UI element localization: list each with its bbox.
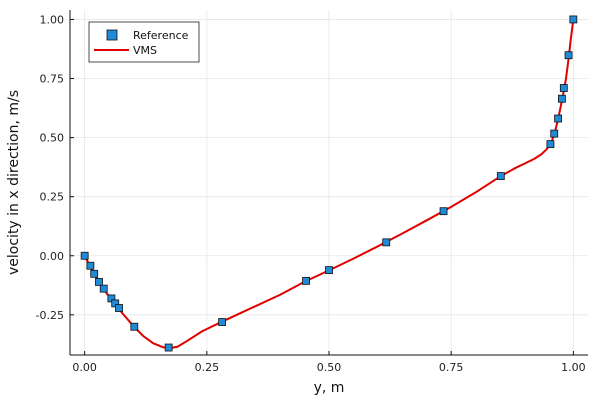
x-axis-title: y, m bbox=[314, 380, 345, 396]
reference-point bbox=[325, 266, 333, 275]
reference-point bbox=[164, 343, 173, 352]
reference-point bbox=[115, 304, 123, 312]
reference-point bbox=[80, 251, 89, 260]
reference-point bbox=[554, 114, 562, 123]
x-tick-label: 0.75 bbox=[439, 361, 464, 374]
reference-point bbox=[90, 269, 99, 278]
y-tick-label: 0.25 bbox=[40, 191, 65, 204]
legend-marker-reference bbox=[106, 29, 118, 41]
y-tick-label: 1.00 bbox=[40, 13, 65, 26]
reference-point bbox=[130, 322, 139, 331]
reference-point bbox=[218, 318, 227, 326]
x-tick-label: 0.25 bbox=[195, 361, 220, 374]
reference-point bbox=[439, 207, 448, 216]
y-tick-label: 0.75 bbox=[40, 73, 65, 86]
x-tick-label: 1.00 bbox=[561, 361, 586, 374]
reference-point bbox=[95, 278, 103, 286]
reference-point bbox=[569, 15, 578, 24]
reference-point bbox=[302, 276, 310, 285]
plot-area bbox=[80, 15, 578, 352]
y-tick-label: 0.00 bbox=[40, 250, 65, 263]
reference-point bbox=[558, 94, 566, 103]
y-tick-label: 0.50 bbox=[40, 132, 65, 145]
tick-labels: 0.00 0.25 0.50 0.75 1.00 -0.25 0.00 0.25 0.50 0.7… bbox=[36, 13, 586, 374]
reference-point bbox=[99, 284, 108, 293]
legend-label-vms: VMS bbox=[133, 44, 157, 57]
reference-point bbox=[559, 84, 568, 92]
legend-label-reference: Reference bbox=[133, 29, 189, 42]
y-axis-title: velocity in x direction, m/s bbox=[6, 90, 22, 275]
axes bbox=[69, 10, 588, 356]
reference-point bbox=[550, 129, 559, 138]
reference-point bbox=[382, 238, 391, 247]
legend-box bbox=[88, 21, 200, 63]
reference-point bbox=[546, 140, 555, 149]
reference-point bbox=[496, 172, 505, 180]
y-tick-label: -0.25 bbox=[36, 309, 64, 322]
legend: Reference VMS bbox=[88, 21, 200, 63]
x-tick-label: 0.00 bbox=[72, 361, 97, 374]
reference-point bbox=[86, 261, 95, 270]
grid bbox=[70, 10, 588, 355]
reference-point bbox=[564, 51, 573, 60]
x-tick-label: 0.50 bbox=[317, 361, 342, 374]
